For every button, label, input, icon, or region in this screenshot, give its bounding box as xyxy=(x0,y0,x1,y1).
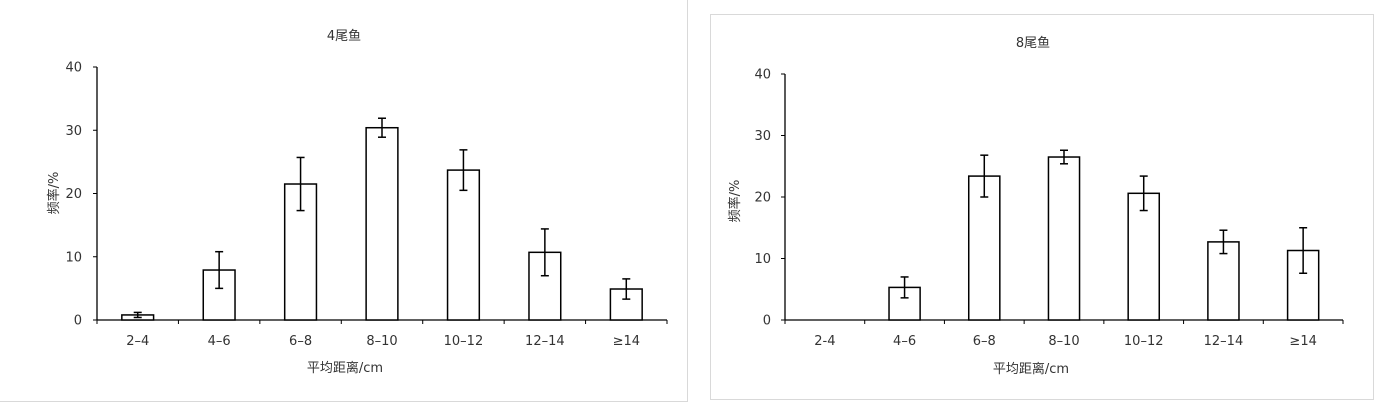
x-tick-label: 4–6 xyxy=(893,334,916,349)
x-tick-label: ≥14 xyxy=(1289,334,1316,349)
chart-panel-4-fish: 4尾鱼 平均距离/cm 频率/% 0 10 20 30 40 2–4 4–6 6–8 8–10 1… xyxy=(0,0,688,402)
y-tick-label: 20 xyxy=(65,187,82,202)
x-tick-label: 8–10 xyxy=(366,334,397,349)
bar xyxy=(1207,241,1240,321)
x-tick-label: 10–12 xyxy=(444,334,484,349)
chart-panel-8-fish: 8尾鱼 平均距离/cm 频率/% 0 10 20 30 40 2-4 4–6 6–8 8–10 1… xyxy=(710,14,1374,400)
y-axis-label: 频率/% xyxy=(727,180,743,223)
x-tick-label: 12–14 xyxy=(525,334,565,349)
chart-title: 8尾鱼 xyxy=(1016,35,1050,51)
x-tick-label: 6–8 xyxy=(289,334,312,349)
x-tick-label: ≥14 xyxy=(613,334,640,349)
x-tick-label: 6–8 xyxy=(973,334,996,349)
y-tick-label: 40 xyxy=(754,68,771,83)
x-tick-label: 8–10 xyxy=(1048,334,1079,349)
y-axis-label: 频率/% xyxy=(46,172,62,215)
chart-marks: 0 10 20 30 40 2-4 4–6 6–8 8–10 10–12 12–14 ≥14 xyxy=(754,68,1344,349)
y-tick-label: 20 xyxy=(754,191,771,206)
bar xyxy=(1127,192,1161,321)
x-tick-label: 2-4 xyxy=(814,334,835,349)
y-tick-label: 0 xyxy=(763,314,771,329)
chart-marks: 0 10 20 30 40 2–4 4–6 6–8 8–10 10–12 12–14 ≥14 xyxy=(65,61,668,349)
bar-chart-4-fish: 4尾鱼 平均距离/cm 频率/% 0 10 20 30 40 2–4 4–6 6–8 8–10 1… xyxy=(46,28,668,376)
y-tick-label: 0 xyxy=(74,314,82,329)
x-tick-label: 12–14 xyxy=(1204,334,1244,349)
bar xyxy=(1047,156,1081,321)
x-axis-label: 平均距离/cm xyxy=(993,361,1069,377)
y-tick-label: 10 xyxy=(754,252,771,267)
x-tick-label: 2–4 xyxy=(126,334,149,349)
bar xyxy=(365,126,399,321)
chart-title: 4尾鱼 xyxy=(327,28,361,44)
x-tick-label: 4–6 xyxy=(208,334,231,349)
bar xyxy=(446,169,481,321)
y-tick-label: 30 xyxy=(65,124,82,139)
bar-chart-8-fish: 8尾鱼 平均距离/cm 频率/% 0 10 20 30 40 2-4 4–6 6–8 8–10 1… xyxy=(727,35,1344,377)
bar xyxy=(528,251,562,321)
x-tick-label: 10–12 xyxy=(1124,334,1164,349)
y-tick-label: 10 xyxy=(65,250,82,265)
bar xyxy=(967,175,1001,321)
y-tick-label: 30 xyxy=(754,129,771,144)
x-axis-label: 平均距离/cm xyxy=(307,360,383,376)
y-tick-label: 40 xyxy=(65,61,82,76)
